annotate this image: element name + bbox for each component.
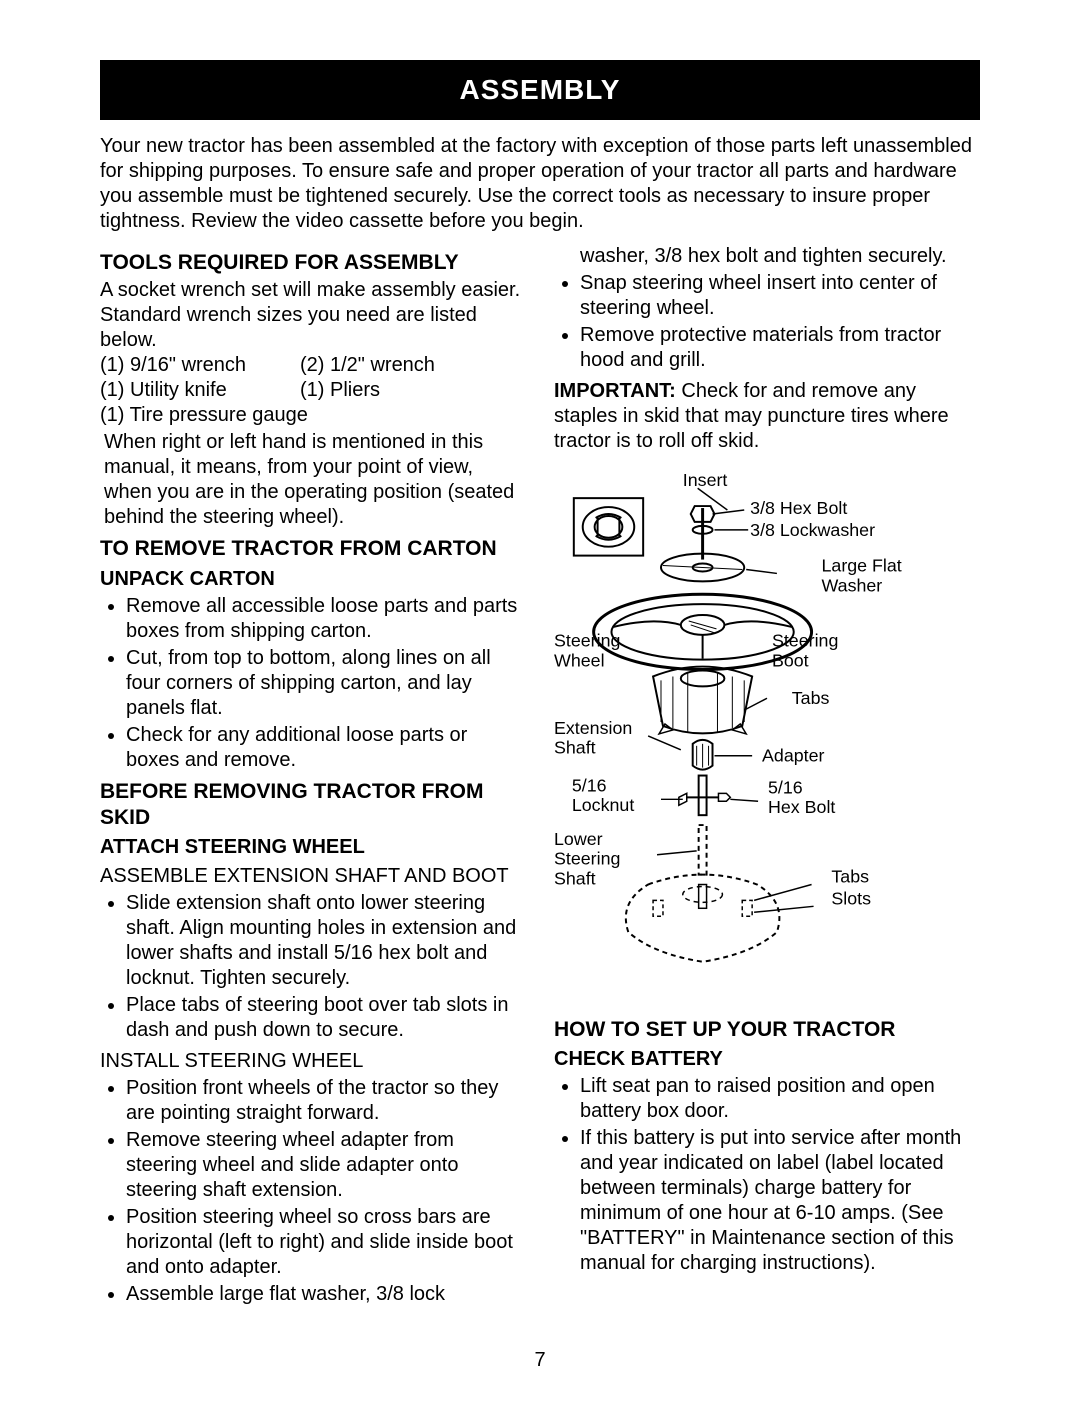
check-battery-sub: CHECK BATTERY xyxy=(554,1047,980,1072)
page-number: 7 xyxy=(0,1349,1080,1372)
lbl-slots: Slots xyxy=(831,888,871,908)
lbl-ln1: 5/16 xyxy=(572,775,607,795)
lbl-hb2: Hex Bolt xyxy=(768,797,835,817)
intro-paragraph: Your new tractor has been assembled at t… xyxy=(100,134,980,234)
tools-row-2: (1) Utility knife (1) Pliers xyxy=(100,378,526,403)
lbl-sb2: Boot xyxy=(772,651,809,671)
lbl-ext1: Extension xyxy=(554,718,632,738)
right-column: washer, 3/8 hex bolt and tighten securel… xyxy=(554,244,980,1313)
lbl-lss3: Shaft xyxy=(554,869,596,889)
tool-4: (1) Pliers xyxy=(300,378,380,403)
tools-para: A socket wrench set will make assembly e… xyxy=(100,278,526,353)
lbl-lfw1: Large Flat xyxy=(821,555,901,575)
lbl-hexbolt38: 3/8 Hex Bolt xyxy=(750,498,847,518)
unpack-b2: Cut, from top to bottom, along lines on … xyxy=(126,646,526,721)
assemble-ext: ASSEMBLE EXTENSION SHAFT AND BOOT xyxy=(100,864,526,889)
before-b2: Place tabs of steering boot over tab slo… xyxy=(126,993,526,1043)
right-b1: Snap steering wheel insert into center o… xyxy=(580,271,980,321)
before-b3: Position front wheels of the tractor so … xyxy=(126,1076,526,1126)
tools-heading: TOOLS REQUIRED FOR ASSEMBLY xyxy=(100,250,526,276)
steering-diagram: Insert 3/8 Hex Bolt 3/8 Lockwasher Large… xyxy=(554,466,980,986)
lbl-adapter: Adapter xyxy=(762,746,825,766)
tools-note: When right or left hand is mentioned in … xyxy=(100,430,526,530)
install-wheel: INSTALL STEERING WHEEL xyxy=(100,1049,526,1074)
tool-3: (1) Utility knife xyxy=(100,378,300,403)
unpack-b3: Check for any additional loose parts or … xyxy=(126,723,526,773)
unpack-sub: UNPACK CARTON xyxy=(100,567,526,592)
lbl-sb1: Steering xyxy=(772,631,838,651)
setup-b2: If this battery is put into service afte… xyxy=(580,1126,980,1276)
before-b5: Position steering wheel so cross bars ar… xyxy=(126,1205,526,1280)
content-columns: TOOLS REQUIRED FOR ASSEMBLY A socket wre… xyxy=(100,244,980,1313)
before-b1: Slide extension shaft onto lower steerin… xyxy=(126,891,526,991)
remove-heading: TO REMOVE TRACTOR FROM CARTON xyxy=(100,536,526,562)
important-label: IMPORTANT: xyxy=(554,380,676,402)
lbl-lockwasher38: 3/8 Lockwasher xyxy=(750,520,875,540)
lbl-lfw2: Washer xyxy=(821,575,882,595)
header-title: ASSEMBLY xyxy=(100,60,980,120)
tool-2: (2) 1/2" wrench xyxy=(300,353,435,378)
lbl-sw2: Wheel xyxy=(554,651,605,671)
cont-line: washer, 3/8 hex bolt and tighten securel… xyxy=(554,244,980,269)
before-b6: Assemble large flat washer, 3/8 lock xyxy=(126,1282,526,1307)
left-column: TOOLS REQUIRED FOR ASSEMBLY A socket wre… xyxy=(100,244,526,1313)
lbl-lss2: Steering xyxy=(554,849,620,869)
setup-b1: Lift seat pan to raised position and ope… xyxy=(580,1074,980,1124)
lbl-insert: Insert xyxy=(683,470,728,490)
tools-row-1: (1) 9/16" wrench (2) 1/2" wrench xyxy=(100,353,526,378)
lbl-ext2: Shaft xyxy=(554,738,596,758)
attach-sub: ATTACH STEERING WHEEL xyxy=(100,835,526,860)
important-note: IMPORTANT: Check for and remove any stap… xyxy=(554,379,980,454)
lbl-ln2: Locknut xyxy=(572,795,634,815)
lbl-tabs-lower: Tabs xyxy=(831,867,869,887)
lbl-tabs-upper: Tabs xyxy=(792,688,830,708)
tool-1: (1) 9/16" wrench xyxy=(100,353,300,378)
lbl-lss1: Lower xyxy=(554,829,603,849)
right-b2: Remove protective materials from tractor… xyxy=(580,323,980,373)
setup-heading: HOW TO SET UP YOUR TRACTOR xyxy=(554,1017,980,1043)
lbl-sw1: Steering xyxy=(554,631,620,651)
tool-5: (1) Tire pressure gauge xyxy=(100,403,526,428)
before-b4: Remove steering wheel adapter from steer… xyxy=(126,1128,526,1203)
unpack-b1: Remove all accessible loose parts and pa… xyxy=(126,594,526,644)
before-heading: BEFORE REMOVING TRACTOR FROM SKID xyxy=(100,779,526,832)
lbl-hb1: 5/16 xyxy=(768,777,803,797)
